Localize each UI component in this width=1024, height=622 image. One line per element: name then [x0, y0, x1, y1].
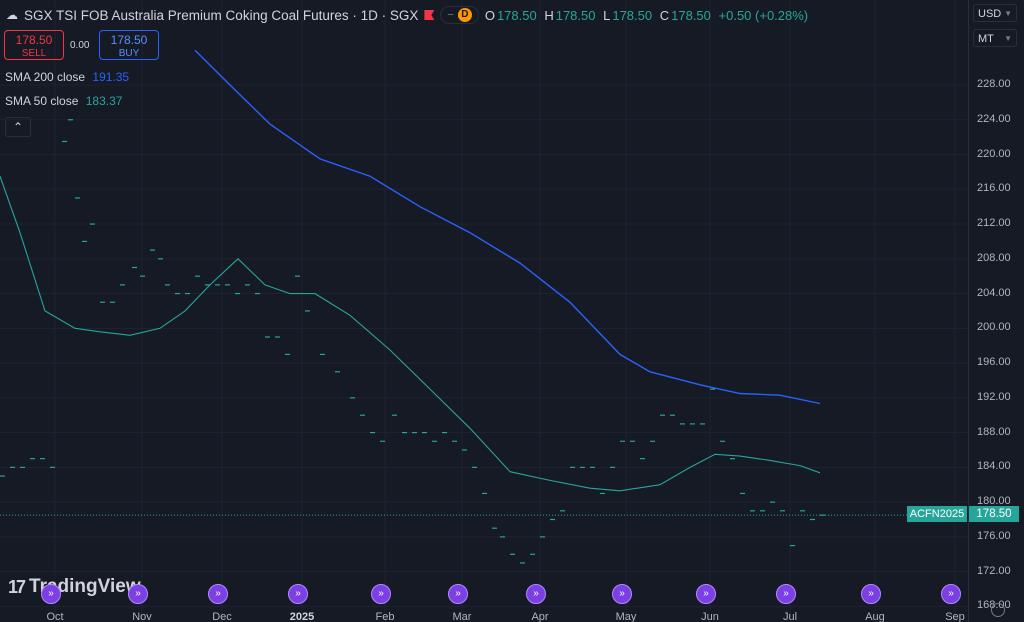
time-tick: Feb	[375, 611, 395, 622]
event-marker-icon[interactable]: »	[526, 584, 546, 604]
chart-header: ☁ SGX TSI FOB Australia Premium Coking C…	[6, 6, 810, 24]
time-tick: Jun	[701, 611, 719, 622]
currency-select[interactable]: USD ▼	[973, 4, 1017, 22]
chevron-down-icon: ▼	[1004, 34, 1012, 43]
last-price-tag: 178.50	[969, 506, 1019, 522]
symbol-price-tag: ACFN2025	[907, 506, 967, 522]
event-marker-icon[interactable]: »	[861, 584, 881, 604]
event-marker-icon[interactable]: »	[776, 584, 796, 604]
time-tick: May	[615, 611, 637, 622]
price-tick: 224.00	[977, 112, 1011, 125]
price-tick: 184.00	[977, 460, 1011, 473]
settings-gear-icon[interactable]	[991, 603, 1005, 617]
visibility-pill[interactable]: − D	[440, 6, 479, 24]
symbol-title[interactable]: SGX TSI FOB Australia Premium Coking Coa…	[24, 7, 419, 23]
chevron-down-icon: ▼	[1004, 9, 1012, 18]
interval-badge: D	[457, 8, 472, 22]
tradingview-mark-icon: 17	[8, 576, 26, 597]
sell-price: 178.50	[15, 33, 53, 47]
event-marker-icon[interactable]: »	[41, 584, 61, 604]
price-tick: 204.00	[977, 286, 1011, 299]
indicator-label: SMA 50 close	[5, 94, 79, 108]
time-tick: Mar	[452, 611, 472, 622]
event-marker-icon[interactable]: »	[696, 584, 716, 604]
price-tick: 188.00	[977, 425, 1011, 438]
event-marker-icon[interactable]: »	[612, 584, 632, 604]
price-tick: 200.00	[977, 321, 1011, 334]
sell-button[interactable]: 178.50 SELL	[4, 30, 64, 60]
chart-plot-area[interactable]: ☁ SGX TSI FOB Australia Premium Coking C…	[0, 0, 968, 622]
time-tick: Dec	[212, 611, 232, 622]
collapse-legend-button[interactable]: ⌃	[5, 117, 31, 137]
price-tick: 212.00	[977, 217, 1011, 230]
price-tick: 172.00	[977, 564, 1011, 577]
price-tick: 176.00	[977, 529, 1011, 542]
indicator-label: SMA 200 close	[5, 70, 86, 84]
time-tick: Aug	[865, 611, 885, 622]
indicator-value: 183.37	[85, 94, 123, 108]
time-tick: 2025	[289, 611, 315, 622]
buy-price: 178.50	[110, 33, 148, 47]
price-change: +0.50 (+0.28%)	[718, 7, 809, 23]
ohlc-close: C 178.50	[659, 7, 711, 23]
event-marker-icon[interactable]: »	[371, 584, 391, 604]
buy-label: BUY	[118, 48, 140, 59]
indicator-value: 191.35	[92, 70, 130, 84]
time-tick: Oct	[46, 611, 64, 622]
indicator-sma200[interactable]: SMA 200 close 191.35	[5, 70, 129, 84]
event-marker-icon[interactable]: »	[448, 584, 468, 604]
ohlc-high: H 178.50	[544, 7, 596, 23]
time-tick: Jul	[782, 611, 798, 622]
unit-select[interactable]: MT ▼	[973, 29, 1017, 47]
indicator-sma50[interactable]: SMA 50 close 183.37	[5, 94, 122, 108]
ohlc-open: O 178.50	[484, 7, 537, 23]
price-axis[interactable]: USD ▼ MT ▼ 228.00 224.00 220.00 216.00 212.00 2…	[968, 0, 1024, 622]
tradingview-logo[interactable]: 17 TradingView	[8, 576, 141, 598]
price-tick: 192.00	[977, 390, 1011, 403]
ohlc-low: L 178.50	[603, 7, 653, 23]
event-marker-icon[interactable]: »	[128, 584, 148, 604]
price-tick: 196.00	[977, 356, 1011, 369]
unit-value: MT	[978, 33, 994, 45]
event-marker-icon[interactable]: »	[208, 584, 228, 604]
time-tick: Apr	[531, 611, 549, 622]
sell-label: SELL	[21, 48, 47, 59]
buy-button[interactable]: 178.50 BUY	[99, 30, 159, 60]
price-tick: 180.00	[977, 495, 1011, 508]
ohlc-values: O 178.50 H 178.50 L 178.50 C 178.50 +0.50 (+…	[485, 8, 810, 23]
event-marker-icon[interactable]: »	[288, 584, 308, 604]
time-tick: Sep	[945, 611, 965, 622]
event-marker-icon[interactable]: »	[941, 584, 961, 604]
chevron-up-icon: ⌃	[12, 120, 24, 134]
chart-svg[interactable]	[0, 0, 968, 622]
time-tick: Nov	[132, 611, 152, 622]
price-tick: 220.00	[977, 147, 1011, 160]
price-tick: 228.00	[977, 78, 1011, 90]
price-tick: 216.00	[977, 182, 1011, 195]
sma50-line	[0, 176, 821, 492]
price-tick: 208.00	[977, 251, 1011, 264]
cloud-icon: ☁	[6, 8, 18, 22]
sma200-line	[194, 49, 821, 405]
pill-dash: −	[447, 9, 454, 21]
spread-value: 0.00	[70, 40, 90, 51]
currency-value: USD	[978, 8, 1002, 20]
flag-icon	[424, 10, 435, 20]
